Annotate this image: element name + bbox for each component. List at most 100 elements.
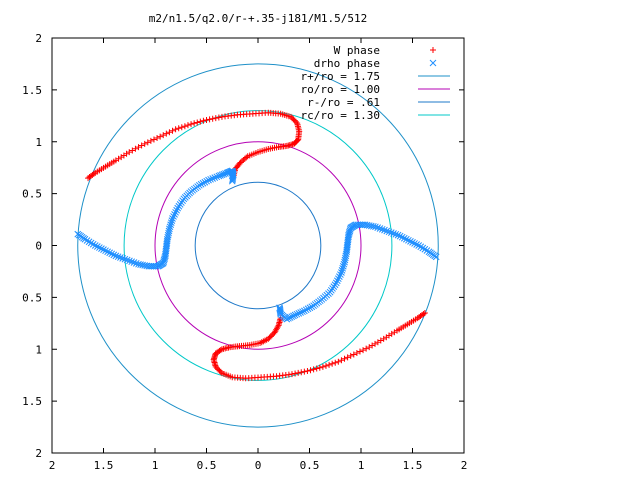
- x-tick-label: 1: [358, 459, 365, 472]
- w-phase-point: [347, 352, 354, 359]
- drho-phase-point: [290, 312, 297, 320]
- w-phase-point: [90, 170, 97, 177]
- drho-phase-point: [385, 228, 393, 236]
- drho-phase-point: [293, 310, 301, 318]
- drho-phase-point: [166, 223, 174, 231]
- w-phase-point: [332, 359, 339, 366]
- w-phase-point: [194, 119, 201, 126]
- drho-phase-point: [132, 259, 140, 267]
- w-phase-point: [356, 348, 363, 355]
- w-phase-point: [147, 137, 154, 144]
- w-phase-point: [233, 164, 240, 171]
- y-tick-label: 2: [35, 32, 42, 45]
- drho-phase-point: [135, 260, 142, 268]
- drho-phase-point: [338, 269, 345, 276]
- drho-phase-point: [367, 222, 375, 230]
- w-phase-point: [316, 364, 323, 371]
- x-tick-label: 1.5: [403, 459, 423, 472]
- drho-phase-point: [295, 309, 303, 317]
- w-phase-point: [338, 357, 345, 364]
- drho-phase-point: [93, 243, 101, 250]
- drho-phase-point: [213, 173, 221, 181]
- drho-phase-point: [396, 232, 404, 240]
- w-phase-point: [310, 366, 317, 373]
- w-phase-point: [191, 120, 198, 127]
- drho-phase-point: [402, 235, 410, 243]
- w-phase-point: [184, 122, 191, 129]
- drho-phase-point: [333, 277, 341, 285]
- drho-phase-point: [387, 229, 395, 236]
- w-phase-point: [322, 362, 329, 369]
- drho-phase-point: [205, 176, 212, 184]
- drho-phase-point: [91, 242, 99, 249]
- drho-phase-point: [400, 234, 408, 242]
- drho-phase-point: [300, 307, 308, 315]
- w-phase-point: [172, 126, 179, 133]
- w-phase-point: [163, 130, 170, 137]
- y-tick-label: 1: [35, 343, 42, 356]
- w-phase-point: [363, 345, 370, 352]
- drho-phase-point: [173, 206, 180, 214]
- w-phase-point: [144, 139, 151, 146]
- legend-label-circle: r-/ro = .61: [307, 96, 380, 109]
- drho-phase-point: [166, 225, 173, 233]
- y-tick-label: 1: [35, 136, 42, 149]
- circle-r-1: [154, 141, 362, 350]
- drho-phase-point: [338, 267, 346, 274]
- w-phase-point: [307, 367, 314, 374]
- drho-phase-point: [336, 273, 343, 280]
- drho-phase-point: [195, 181, 203, 189]
- drho-phase-point: [341, 258, 348, 266]
- drho-phase-point: [392, 230, 400, 238]
- axes: 2 1.5 1 0.5 0 0.5 1 1.5 221.510.500.511.52: [22, 32, 467, 472]
- drho-phase-point: [117, 254, 124, 261]
- w-phase-point: [209, 115, 216, 122]
- drho-phase-point: [123, 256, 131, 264]
- y-tick-label: 0.5: [22, 188, 42, 201]
- legend-marker-drho-phase: [429, 59, 437, 67]
- w-phase-point: [313, 365, 320, 372]
- drho-phase-point: [126, 257, 133, 265]
- drho-phase-point: [310, 302, 317, 310]
- drho-phase-point: [108, 250, 116, 258]
- drho-phase-point: [112, 252, 120, 260]
- w-phase-point: [292, 370, 299, 377]
- drho-phase-point: [339, 262, 347, 270]
- w-phase-point: [301, 368, 308, 375]
- drho-phase-point: [203, 177, 211, 185]
- x-tick-label: 2: [49, 459, 56, 472]
- drho-phase-point: [302, 306, 310, 314]
- plot-area: [74, 63, 440, 428]
- w-phase-point: [295, 369, 302, 376]
- drho-phase-point: [106, 249, 114, 257]
- drho-phase-point: [304, 305, 312, 313]
- drho-phase-point: [340, 260, 348, 268]
- drho-phase-point: [170, 213, 177, 220]
- drho-phase-point: [291, 311, 299, 319]
- drho-phase-point: [114, 253, 122, 261]
- w-phase-point: [175, 125, 182, 132]
- w-phase-point: [217, 347, 224, 354]
- drho-phase-point: [100, 246, 107, 254]
- drho-phase-point: [337, 271, 344, 278]
- drho-phase-point: [398, 233, 406, 241]
- w-phase-point: [344, 354, 351, 361]
- drho-phase-point: [378, 225, 386, 233]
- drho-phase-point: [102, 247, 109, 255]
- drho-phase-point: [407, 237, 414, 245]
- drho-phase-point: [299, 308, 306, 316]
- legend-label-circle: r+/ro = 1.75: [301, 70, 380, 83]
- drho-phase-point: [374, 224, 382, 232]
- drho-phase-point: [415, 242, 423, 249]
- drho-phase-point: [341, 256, 349, 264]
- drho-phase-point: [276, 304, 283, 312]
- w-phase-point: [298, 369, 305, 376]
- drho-phase-point: [409, 239, 416, 246]
- drho-phase-point: [104, 248, 111, 256]
- w-phase-point: [138, 142, 145, 149]
- drho-phase-point: [405, 236, 412, 244]
- w-phase-point: [135, 144, 142, 151]
- w-phase-point: [274, 323, 281, 330]
- drho-phase-point: [365, 222, 373, 229]
